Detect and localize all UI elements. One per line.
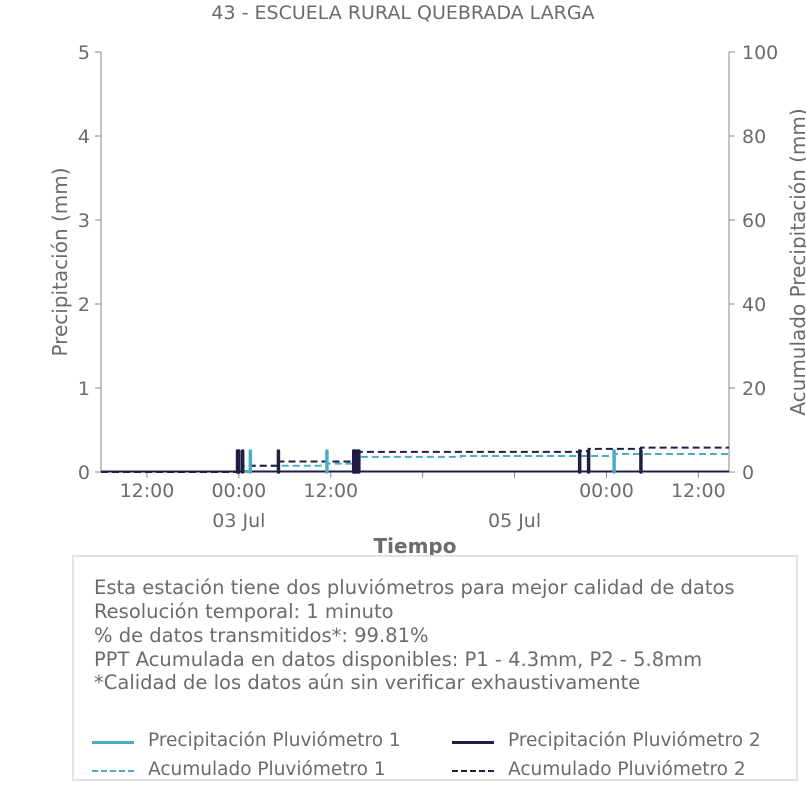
x-tick-sublabel: 05 Jul [488, 510, 541, 532]
info-line-quality-note: *Calidad de los datos aún sin verificar … [94, 671, 641, 694]
y-tick-label-left: 3 [78, 210, 90, 232]
x-tick-label: 12:00 [671, 480, 726, 502]
y-tick-label-right: 40 [742, 294, 766, 316]
y-tick-label-right: 60 [742, 210, 766, 232]
legend-swatch-precip-2 [452, 741, 494, 744]
y-axis-label-left: Precipitación (mm) [48, 167, 72, 356]
chart-title: 43 - ESCUELA RURAL QUEBRADA LARGA [211, 2, 595, 24]
x-tick-label: 12:00 [303, 480, 358, 502]
y-tick-label-left: 5 [78, 42, 90, 64]
y-tick-label-right: 20 [742, 378, 766, 400]
y-axis-label-right: Acumulado Precipitación (mm) [786, 108, 806, 415]
accumulated-line-2 [101, 446, 729, 473]
legend-swatch-precip-1 [92, 741, 134, 744]
legend-label-accum-2: Acumulado Pluviómetro 2 [508, 759, 746, 780]
info-line-transmitted: % de datos transmitidos*: 99.81% [94, 624, 429, 647]
info-line-accumulated: PPT Acumulada en datos disponibles: P1 -… [94, 648, 703, 671]
x-tick-label: 12:00 [120, 480, 175, 502]
y-tick-label-right: 80 [742, 126, 766, 148]
x-axis-label: Tiempo [374, 534, 457, 558]
info-box: Esta estación tiene dos pluviómetros par… [72, 555, 798, 781]
y-tick-label-left: 1 [78, 378, 90, 400]
legend-label-accum-1: Acumulado Pluviómetro 1 [148, 759, 386, 780]
x-tick-label: 00:00 [211, 480, 266, 502]
legend-swatch-accum-1 [92, 770, 134, 772]
y-tick-label-left: 4 [78, 126, 90, 148]
info-line-stations: Esta estación tiene dos pluviómetros par… [94, 576, 735, 599]
legend-swatch-accum-2 [452, 770, 494, 772]
y-tick-label-left: 2 [78, 294, 90, 316]
y-tick-label-left: 0 [78, 462, 90, 484]
accumulated-line-1 [101, 452, 729, 473]
legend-label-precip-1: Precipitación Pluviómetro 1 [148, 730, 401, 751]
legend-label-precip-2: Precipitación Pluviómetro 2 [508, 730, 761, 751]
y-tick-label-right: 0 [742, 462, 754, 484]
x-tick-label: 00:00 [579, 480, 634, 502]
x-tick-sublabel: 03 Jul [212, 510, 265, 532]
info-line-resolution: Resolución temporal: 1 minuto [94, 600, 394, 623]
precipitation-chart: 0 1 2 3 4 5 0 20 40 60 80 100 12:00 00:00 03 Jul 12:00 0… [48, 42, 806, 558]
y-tick-label-right: 100 [742, 42, 778, 64]
